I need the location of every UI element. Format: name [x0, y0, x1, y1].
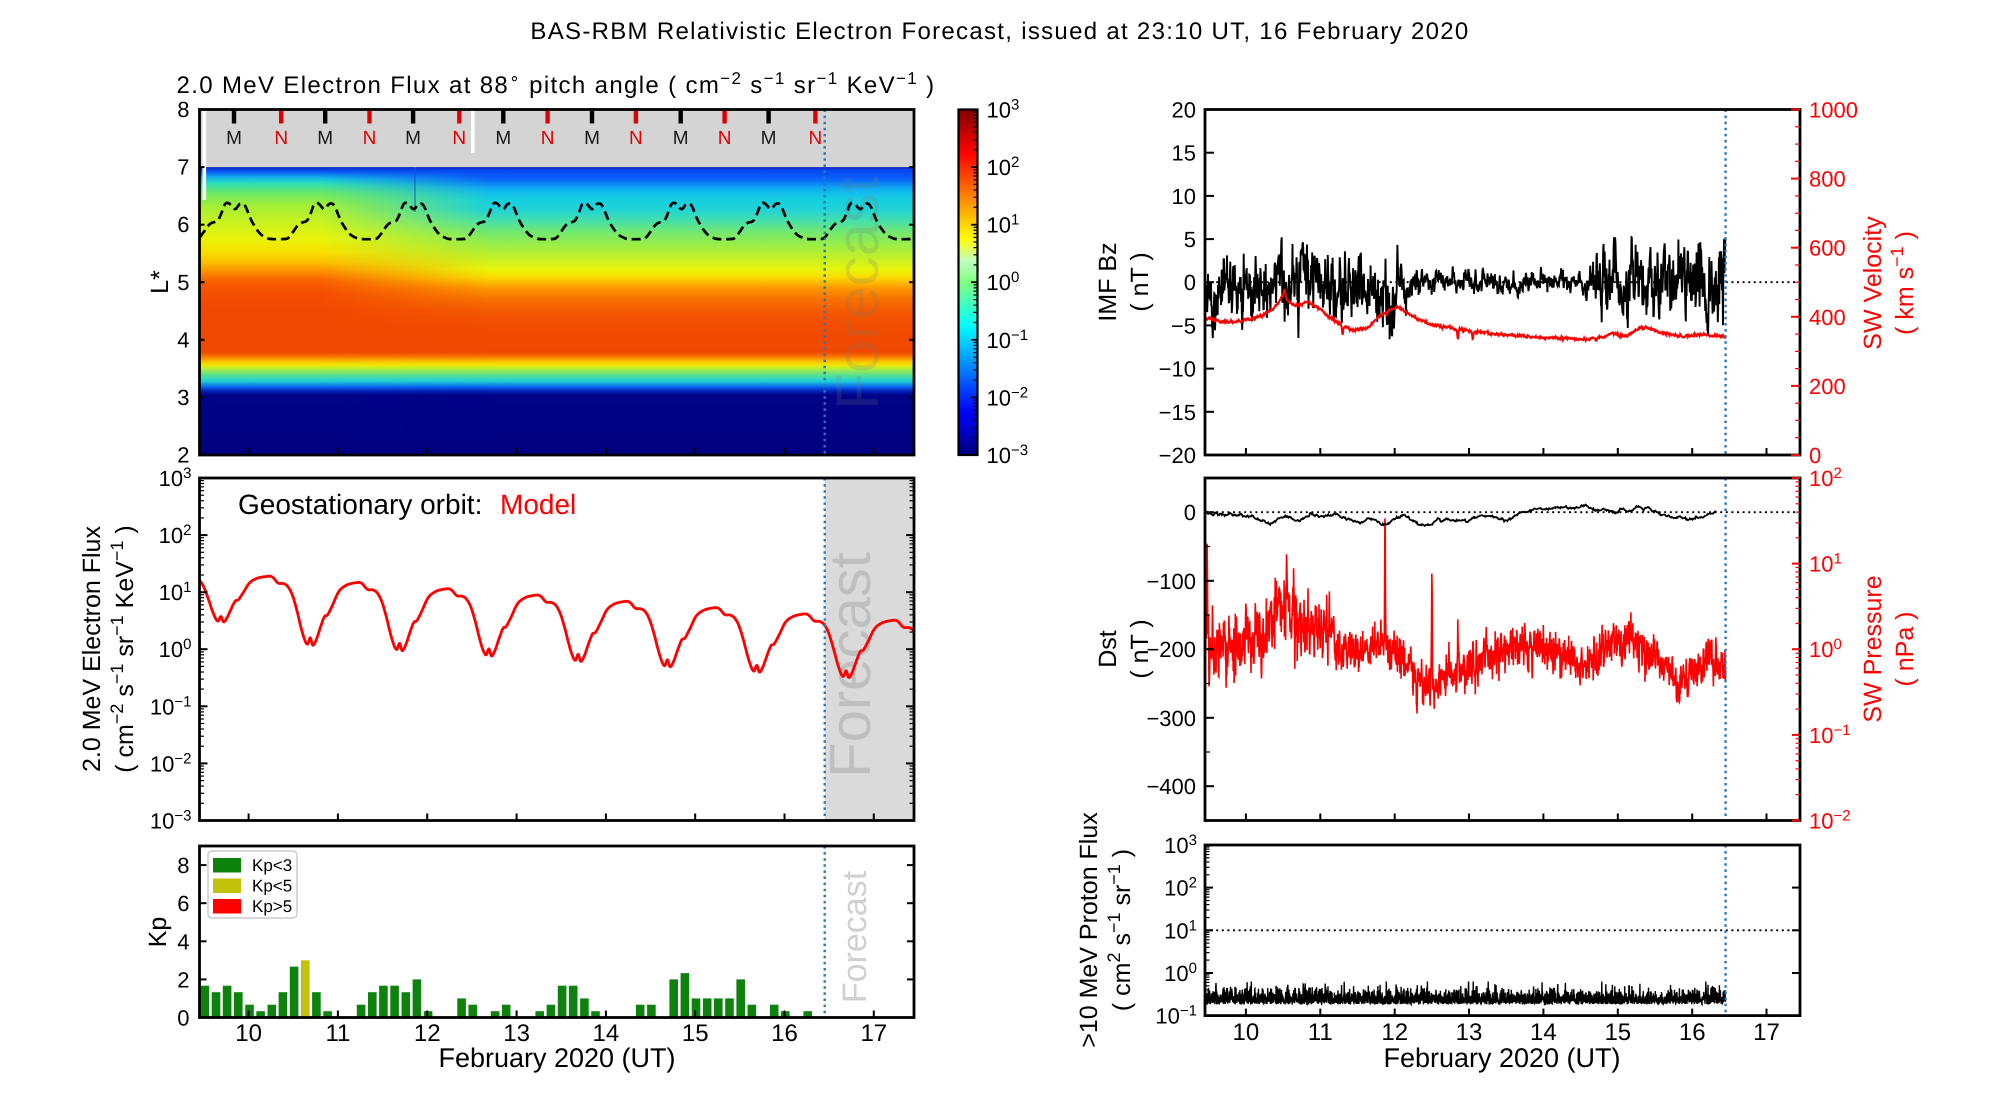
svg-text:−400: −400	[1146, 774, 1196, 799]
svg-text:4: 4	[177, 929, 189, 954]
svg-text:0: 0	[1184, 270, 1196, 295]
svg-text:>10 MeV Proton Flux: >10 MeV Proton Flux	[1075, 812, 1103, 1048]
svg-text:12: 12	[1381, 1019, 1408, 1046]
svg-text:17: 17	[860, 1020, 887, 1047]
svg-text:10−1: 10−1	[987, 327, 1029, 353]
svg-text:M: M	[226, 128, 242, 149]
svg-text:8: 8	[177, 853, 189, 878]
svg-text:15: 15	[1172, 141, 1196, 166]
svg-text:0: 0	[177, 1006, 189, 1031]
svg-text:15: 15	[682, 1020, 709, 1047]
svg-text:Forecast: Forecast	[836, 870, 874, 1003]
svg-text:M: M	[317, 128, 333, 149]
svg-text:20: 20	[1172, 98, 1196, 123]
svg-text:6: 6	[177, 212, 189, 237]
svg-text:10−2: 10−2	[987, 384, 1029, 410]
svg-text:12: 12	[414, 1020, 441, 1047]
svg-text:2: 2	[177, 967, 189, 992]
svg-text:M: M	[405, 128, 421, 149]
svg-text:M: M	[584, 128, 600, 149]
svg-text:16: 16	[1679, 1019, 1706, 1046]
svg-text:8: 8	[177, 97, 189, 122]
svg-text:200: 200	[1809, 374, 1846, 399]
svg-text:Model: Model	[500, 489, 576, 520]
svg-text:17: 17	[1753, 1019, 1780, 1046]
svg-text:11: 11	[1308, 1019, 1333, 1046]
svg-text:N: N	[274, 128, 288, 149]
svg-text:−10: −10	[1159, 357, 1196, 382]
svg-text:−100: −100	[1146, 569, 1196, 594]
svg-text:−15: −15	[1159, 400, 1196, 425]
svg-text:Forecast: Forecast	[824, 176, 891, 410]
svg-text:Forecast: Forecast	[818, 552, 883, 778]
svg-text:N: N	[541, 128, 555, 149]
svg-text:−20: −20	[1159, 443, 1196, 468]
svg-text:14: 14	[593, 1020, 620, 1047]
svg-text:0: 0	[1184, 500, 1196, 525]
svg-text:N: N	[809, 128, 823, 149]
svg-text:10: 10	[235, 1020, 262, 1047]
svg-text:Dst: Dst	[1094, 630, 1122, 668]
svg-text:10−1: 10−1	[1155, 1003, 1197, 1029]
svg-text:M: M	[673, 128, 689, 149]
svg-text:5: 5	[177, 270, 189, 295]
svg-text:10−2: 10−2	[1809, 808, 1851, 834]
svg-text:SW Velocity: SW Velocity	[1859, 216, 1887, 350]
svg-text:SW Pressure: SW Pressure	[1859, 575, 1887, 722]
svg-text:Kp<3: Kp<3	[252, 856, 292, 875]
svg-text:L*: L*	[146, 270, 174, 294]
svg-text:10−1: 10−1	[1809, 722, 1851, 748]
svg-text:1000: 1000	[1809, 98, 1858, 123]
svg-text:( nT ): ( nT )	[1126, 252, 1154, 311]
svg-text:13: 13	[503, 1020, 530, 1047]
svg-text:400: 400	[1809, 305, 1846, 330]
svg-text:( km s−1 ): ( km s−1 )	[1887, 231, 1919, 335]
svg-text:6: 6	[177, 891, 189, 916]
svg-text:11: 11	[325, 1020, 350, 1047]
svg-text:−300: −300	[1146, 706, 1196, 731]
svg-text:15: 15	[1604, 1019, 1631, 1046]
svg-text:( cm−2 s−1 sr−1 KeV−1 ): ( cm−2 s−1 sr−1 KeV−1 )	[107, 525, 139, 772]
svg-text:4: 4	[177, 327, 189, 352]
svg-text:5: 5	[1184, 227, 1196, 252]
svg-text:10−3: 10−3	[150, 808, 192, 834]
svg-text:N: N	[718, 128, 732, 149]
svg-text:( nPa ): ( nPa )	[1891, 611, 1919, 686]
svg-text:Kp: Kp	[144, 917, 172, 948]
svg-text:10−2: 10−2	[150, 750, 192, 776]
svg-text:( nT ): ( nT )	[1126, 619, 1154, 678]
svg-text:7: 7	[177, 155, 189, 180]
svg-text:14: 14	[1530, 1019, 1557, 1046]
svg-text:13: 13	[1456, 1019, 1483, 1046]
svg-text:Kp<5: Kp<5	[252, 877, 292, 896]
svg-text:2.0 MeV Electron Flux at 88∘ p: 2.0 MeV Electron Flux at 88∘ pitch angle…	[177, 69, 936, 99]
svg-text:February 2020 (UT): February 2020 (UT)	[438, 1043, 675, 1073]
svg-text:N: N	[629, 128, 643, 149]
svg-text:N: N	[363, 128, 377, 149]
svg-text:February 2020 (UT): February 2020 (UT)	[1383, 1043, 1620, 1073]
svg-text:IMF Bz: IMF Bz	[1094, 242, 1122, 321]
svg-text:BAS-RBM Relativistic Electron: BAS-RBM Relativistic Electron Forecast, …	[530, 18, 1469, 45]
svg-text:800: 800	[1809, 167, 1846, 192]
svg-text:10: 10	[1233, 1019, 1260, 1046]
svg-text:16: 16	[771, 1020, 798, 1047]
svg-text:N: N	[452, 128, 466, 149]
svg-text:Geostationary orbit:: Geostationary orbit:	[238, 489, 482, 520]
svg-text:3: 3	[177, 385, 189, 410]
svg-text:2.0 MeV Electron Flux: 2.0 MeV Electron Flux	[78, 526, 106, 772]
svg-text:600: 600	[1809, 236, 1846, 261]
svg-text:10: 10	[1172, 184, 1196, 209]
svg-text:10−3: 10−3	[987, 442, 1029, 468]
svg-text:Kp>5: Kp>5	[252, 897, 292, 916]
svg-text:−200: −200	[1146, 637, 1196, 662]
svg-text:2: 2	[177, 443, 189, 468]
svg-text:102: 102	[159, 522, 192, 548]
svg-text:−5: −5	[1171, 313, 1196, 338]
svg-text:0: 0	[1809, 443, 1821, 468]
svg-text:M: M	[761, 128, 777, 149]
svg-text:103: 103	[987, 97, 1020, 123]
svg-text:M: M	[495, 128, 511, 149]
